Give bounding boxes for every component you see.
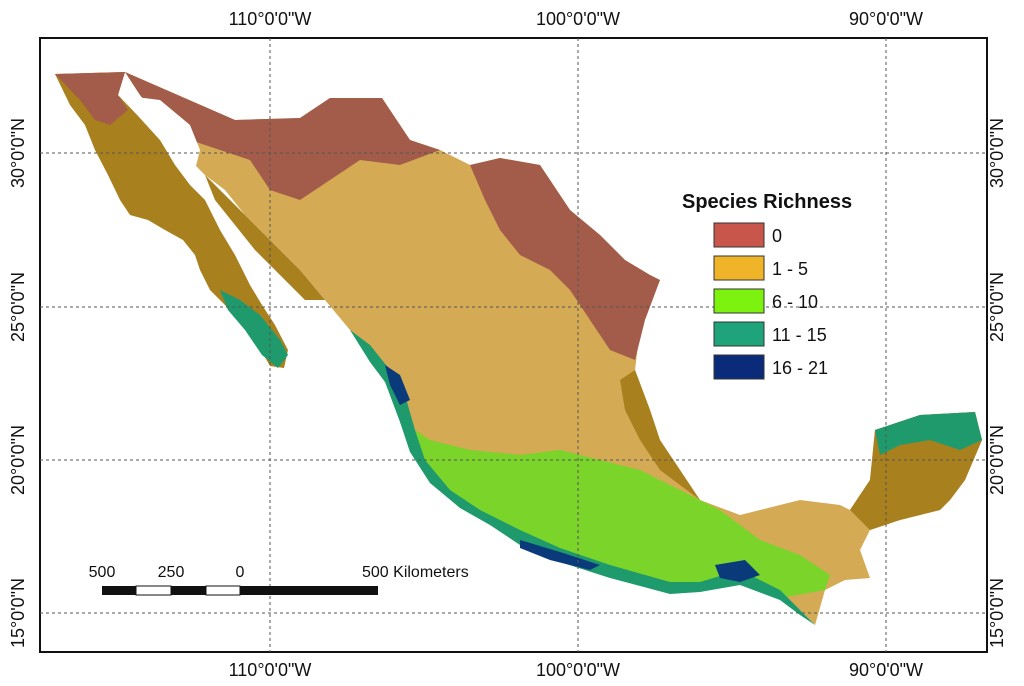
lat-label-left-20n: 20°0'0"N	[8, 425, 28, 495]
lon-label-top-100w: 100°0'0"W	[536, 9, 620, 29]
scale-segment-2	[135, 585, 172, 596]
mexico-mainland	[125, 72, 982, 625]
lon-label-bottom-100w: 100°0'0"W	[536, 660, 620, 680]
scale-label-500-km: 500 Kilometers	[362, 564, 469, 581]
baja-north-red	[55, 72, 128, 125]
baja-california	[55, 72, 288, 368]
legend: Species Richness 0 1 - 5 6 - 10 11 - 15 …	[682, 191, 852, 380]
lat-label-left-15n: 15°0'0"N	[8, 578, 28, 648]
yucatan-green-edge	[875, 412, 982, 455]
legend-label-1: 1 - 5	[772, 259, 808, 279]
west-lowland	[205, 175, 325, 300]
scale-segment-1	[102, 586, 136, 595]
legend-label-0: 0	[772, 226, 782, 246]
scale-label-500-left: 500	[89, 564, 116, 581]
transvolcanic-green-belt	[400, 420, 830, 598]
lon-label-top-110w: 110°0'0"W	[229, 9, 312, 29]
scale-segment-4	[205, 585, 241, 596]
graticule-lines	[40, 38, 987, 652]
scale-segment-5	[240, 586, 378, 595]
lon-label-bottom-90w: 90°0'0"W	[849, 660, 923, 680]
scale-label-0: 0	[236, 564, 245, 581]
map-body	[40, 38, 987, 652]
high-richness-zone-guerrero	[520, 540, 600, 570]
gulf-of-california	[120, 95, 200, 170]
legend-swatch-4	[713, 354, 765, 380]
northeast-arid-zone	[470, 158, 660, 360]
legend-label-2: 6 - 10	[772, 292, 818, 312]
legend-label-3: 11 - 15	[772, 325, 827, 345]
high-richness-zone-chiapas	[715, 560, 760, 582]
scale-segment-3	[171, 586, 206, 595]
lat-label-right-30n: 30°0'0"N	[987, 118, 1007, 188]
scale-label-250: 250	[158, 564, 185, 581]
legend-title: Species Richness	[682, 191, 852, 213]
legend-swatch-0	[713, 222, 765, 248]
lat-label-right-25n: 25°0'0"N	[987, 272, 1007, 342]
lon-label-bottom-110w: 110°0'0"W	[229, 660, 312, 680]
lon-label-top-90w: 90°0'0"W	[849, 9, 923, 29]
scale-bar: 500 250 0 500 Kilometers	[89, 564, 469, 596]
baja-south-green	[220, 290, 288, 368]
legend-label-4: 16 - 21	[772, 358, 828, 378]
high-richness-zone-sinaloa	[385, 365, 410, 405]
legend-swatch-2	[713, 288, 765, 314]
lat-label-left-25n: 25°0'0"N	[8, 272, 28, 342]
lat-label-left-30n: 30°0'0"N	[8, 118, 28, 188]
legend-swatch-1	[713, 255, 765, 281]
lat-label-right-15n: 15°0'0"N	[987, 578, 1007, 648]
legend-swatch-3	[713, 321, 765, 347]
lat-label-right-20n: 20°0'0"N	[987, 425, 1007, 495]
northern-arid-zone	[125, 72, 440, 200]
gulf-lowland	[620, 370, 700, 500]
